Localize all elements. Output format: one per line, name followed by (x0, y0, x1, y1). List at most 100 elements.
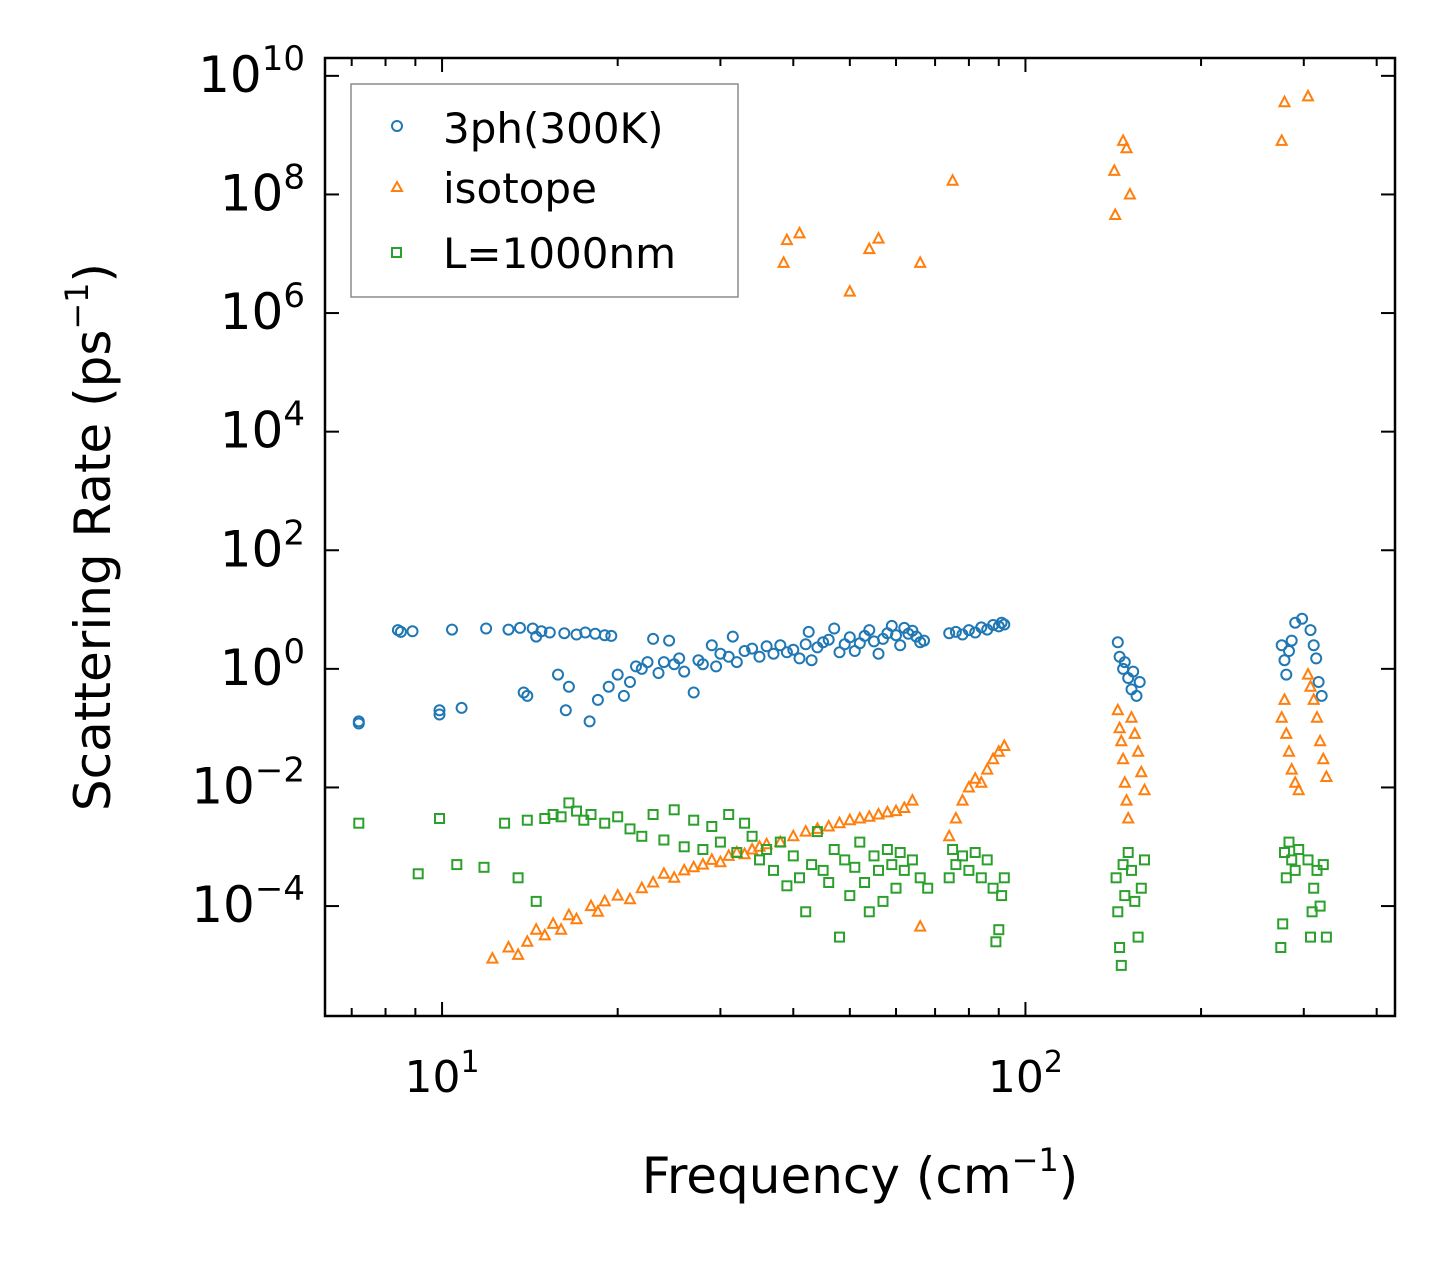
series-2-point-72 (990, 936, 1002, 948)
series-0-point-5 (433, 704, 446, 717)
series-0-point-112 (1285, 634, 1298, 647)
plot-frame (323, 56, 1397, 1018)
series-1-point-21 (529, 922, 543, 935)
series-1-point-22 (538, 927, 552, 941)
series-0-point-80 (890, 629, 902, 642)
legend-label-3ph: 3ph(300K) (443, 104, 663, 153)
series-0-point-26 (591, 693, 604, 706)
series-2-point-89 (1277, 918, 1289, 930)
series-0-point-47 (710, 660, 723, 673)
series-1-point-51 (822, 818, 836, 832)
series-1-point-60 (905, 792, 920, 806)
series-0-point-98 (998, 618, 1011, 631)
x-tick-label-1: 102 (988, 1045, 1063, 1103)
series-1-point-16 (1301, 88, 1315, 102)
series-2-point-64 (947, 844, 959, 855)
series-2-point-96 (1302, 854, 1314, 866)
series-1-point-31 (623, 891, 637, 905)
series-2-point-91 (1280, 872, 1292, 884)
series-2-point-36 (781, 880, 793, 892)
series-0-point-111 (1283, 645, 1295, 657)
series-0-point-31 (617, 689, 630, 702)
series-2-point-67 (963, 864, 975, 876)
series-2-point-43 (823, 877, 835, 888)
series-1-point-84 (1275, 710, 1289, 723)
series-2-point-47 (844, 890, 856, 902)
data-points (352, 88, 1334, 971)
series-0-point-110 (1280, 668, 1293, 681)
series-1-point-71 (997, 738, 1011, 751)
series-0-point-119 (1315, 689, 1328, 702)
series-2-point-58 (894, 847, 906, 858)
series-1-point-87 (1282, 744, 1296, 757)
series-1-point-24 (554, 922, 568, 935)
series-2-point-12 (563, 797, 575, 809)
series-2-point-23 (678, 841, 690, 853)
series-0-point-17 (543, 626, 556, 639)
series-1-point-53 (843, 812, 857, 826)
legend-marker-l1000 (391, 247, 402, 258)
series-0-point-46 (705, 639, 718, 652)
series-0-point-10 (502, 623, 515, 636)
series-0-point-21 (562, 680, 575, 693)
series-1-point-63 (949, 810, 963, 824)
series-0-point-66 (822, 633, 835, 646)
series-0-point-114 (1296, 612, 1309, 625)
series-2-point-60 (906, 854, 918, 866)
series-1-point-5 (862, 241, 876, 255)
series-2-point-16 (599, 817, 611, 829)
series-2-point-70 (981, 854, 993, 866)
series-2-point-82 (1122, 847, 1134, 858)
series-1-point-80 (1128, 726, 1142, 739)
series-2-point-102 (1317, 859, 1329, 871)
series-2-point-57 (890, 882, 902, 894)
series-1-point-78 (1121, 810, 1135, 824)
series-2-point-20 (647, 809, 659, 820)
series-1-point-93 (1307, 692, 1321, 705)
legend-label-l1000: L=1000nm (443, 229, 676, 278)
series-1-point-66 (968, 771, 982, 784)
series-0-point-8 (455, 701, 468, 714)
series-2-point-100 (1311, 864, 1323, 876)
series-2-point-71 (987, 882, 999, 894)
series-2-point-62 (922, 882, 934, 894)
series-2-point-7 (521, 814, 533, 826)
series-0-point-30 (611, 668, 624, 681)
series-2-point-85 (1132, 931, 1144, 943)
series-2-point-92 (1283, 836, 1295, 848)
series-0-point-27 (598, 629, 611, 642)
y-tick-label-0: 10−4 (191, 869, 305, 934)
series-1-point-69 (986, 751, 1000, 765)
series-2-point-29 (731, 847, 743, 858)
series-1-point-92 (1303, 679, 1318, 692)
series-2-point-61 (914, 872, 926, 884)
series-0-point-117 (1310, 652, 1323, 665)
series-1-point-29 (598, 893, 612, 907)
series-1-point-41 (722, 848, 736, 861)
series-2-point-93 (1286, 854, 1298, 866)
series-1-point-96 (1316, 751, 1330, 765)
series-2-point-74 (996, 890, 1008, 902)
y-tick-label-7: 1010 (198, 39, 305, 104)
y-tick-label-5: 106 (220, 276, 305, 341)
series-0-point-33 (630, 660, 642, 673)
series-1-point-73 (1112, 720, 1127, 734)
series-1-point-18 (501, 939, 516, 953)
series-2-point-101 (1314, 900, 1326, 912)
legend-marker-3ph (391, 120, 403, 132)
series-1-point-70 (992, 744, 1006, 757)
series-2-point-75 (998, 872, 1010, 884)
series-1-point-27 (584, 898, 598, 912)
series-0-point-43 (687, 686, 700, 699)
series-1-point-30 (611, 887, 625, 901)
series-2-point-1 (412, 868, 424, 880)
series-0-point-88 (943, 627, 956, 640)
series-0-point-118 (1312, 676, 1325, 688)
series-1-point-55 (862, 809, 876, 822)
series-0-point-61 (799, 638, 812, 651)
series-0-point-67 (828, 622, 841, 635)
series-0-point-65 (817, 636, 830, 649)
y-tick-label-6: 108 (220, 158, 305, 223)
axis-ticks (325, 58, 1395, 1016)
